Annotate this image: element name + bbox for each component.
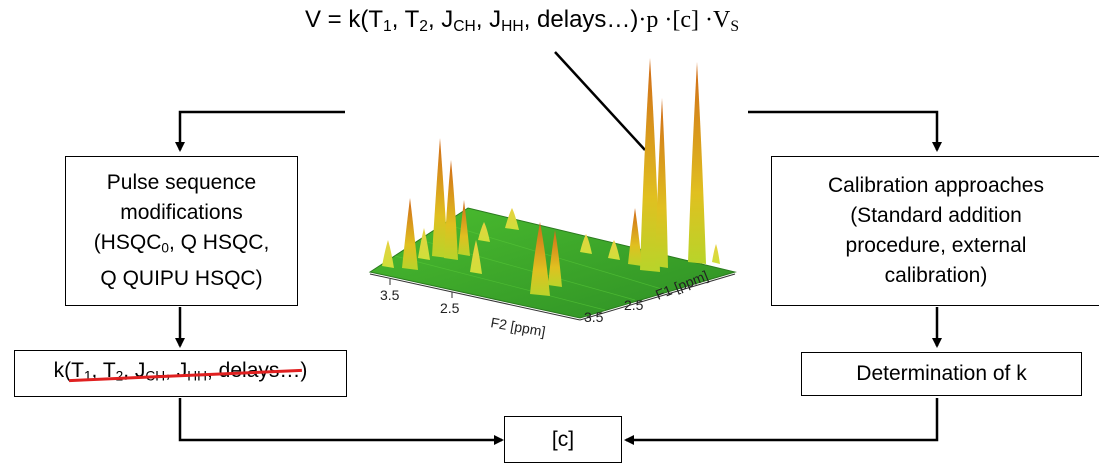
- pulse-box-line1: Pulse sequence: [106, 171, 257, 195]
- f1-tick: 2.5: [624, 297, 644, 313]
- peak: [580, 234, 592, 254]
- pulse-sequence-box: Pulse sequence modifications (HSQC0, Q H…: [65, 156, 298, 306]
- f2-axis-label: F2 [ppm]: [489, 314, 546, 339]
- f2-tick: 2.5: [440, 300, 460, 316]
- arrow-to-calibration-box: [748, 110, 942, 152]
- arrow-right-to-result: [624, 398, 939, 445]
- calibration-box-line1: Calibration approaches: [828, 174, 1044, 197]
- arrow-to-pulse-box: [175, 110, 345, 152]
- calibration-box: Calibration approaches (Standard additio…: [771, 156, 1099, 306]
- peak: [470, 240, 482, 274]
- peak: [608, 240, 620, 260]
- peak: [444, 160, 458, 260]
- peak: [432, 138, 448, 258]
- result-box: [c]: [504, 416, 622, 463]
- peak: [688, 62, 706, 264]
- struck-parameters: T1, T2, JCH, JHH, delays…: [69, 356, 303, 391]
- equation-pointer-line: [554, 51, 646, 151]
- calibration-box-line4: calibration): [884, 264, 988, 287]
- peak: [458, 200, 470, 256]
- peak: [382, 240, 394, 268]
- calibration-box-line3: procedure, external: [845, 234, 1027, 257]
- pulse-box-line2: modifications: [120, 201, 243, 225]
- peak: [628, 208, 642, 266]
- pulse-box-line3: (HSQC0, Q HSQC,: [93, 231, 270, 256]
- peak: [655, 98, 668, 268]
- peak: [712, 244, 720, 264]
- peak: [478, 222, 490, 242]
- f1-tick: 3.5: [584, 309, 604, 325]
- peak: [530, 222, 550, 296]
- calibration-box-line2: (Standard addition: [850, 204, 1022, 227]
- peak: [548, 230, 562, 287]
- k-parameters-box: k(T1, T2, JCH, JHH, delays…): [14, 350, 347, 397]
- peak: [505, 208, 519, 230]
- arrow-left-to-result: [178, 398, 504, 445]
- f2-tick: 3.5: [380, 287, 400, 303]
- peak: [402, 198, 418, 270]
- determination-box: Determination of k: [801, 352, 1082, 396]
- equation: V = k(T1, T2, JCH, JHH, delays…)·p ·[c] …: [305, 6, 740, 35]
- pulse-box-line4: Q QUIPU HSQC): [100, 266, 263, 290]
- peak: [418, 228, 430, 260]
- peak: [640, 58, 660, 272]
